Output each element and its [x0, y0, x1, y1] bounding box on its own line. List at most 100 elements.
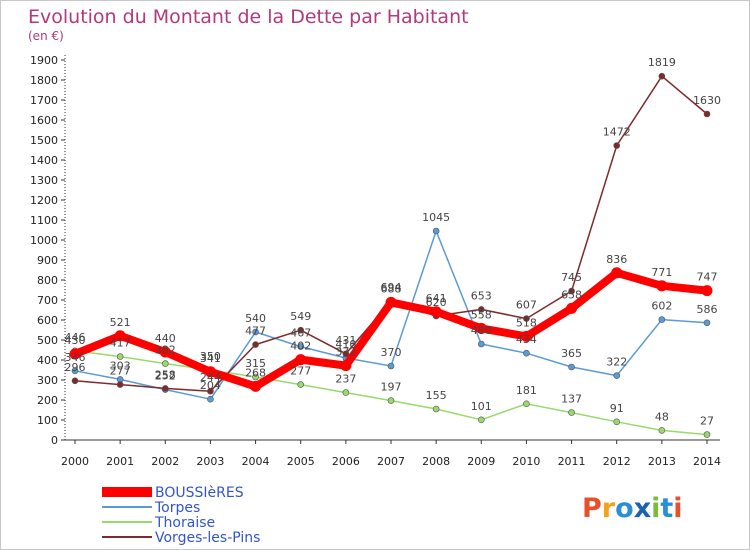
data-point [297, 326, 305, 334]
data-point [114, 330, 126, 342]
data-point [432, 405, 440, 413]
x-tick-label: 2010 [512, 455, 540, 468]
y-tick-label: 1900 [30, 54, 58, 67]
data-point [432, 227, 440, 235]
data-label: 440 [155, 332, 176, 345]
data-label: 277 [110, 365, 131, 378]
data-point [71, 377, 79, 385]
data-point [430, 306, 442, 318]
data-label: 382 [155, 344, 176, 357]
data-point [340, 360, 352, 372]
y-tick-label: 1200 [30, 194, 58, 207]
data-label: 1045 [422, 211, 450, 224]
data-point [568, 287, 575, 295]
data-point [69, 348, 81, 360]
data-point [656, 280, 668, 292]
data-label: 204 [200, 379, 221, 392]
data-label: 296 [65, 361, 86, 374]
data-point [658, 316, 666, 323]
data-label: 303 [110, 359, 131, 372]
data-label: 641 [426, 292, 447, 305]
data-label: 91 [610, 402, 624, 415]
data-label: 620 [426, 296, 447, 309]
data-point [161, 360, 169, 367]
y-tick-label: 1000 [30, 234, 58, 247]
logo-letter: i [651, 493, 660, 524]
data-label: 607 [516, 299, 537, 312]
data-point [475, 322, 487, 334]
logo-letter: P [582, 493, 602, 524]
logo-letter: x [634, 493, 651, 524]
data-label: 431 [335, 334, 356, 347]
data-point [613, 372, 621, 379]
data-label: 258 [155, 368, 176, 381]
logo-letter: t [660, 493, 673, 524]
data-point [250, 380, 262, 392]
x-tick-label: 2009 [467, 455, 495, 468]
legend-label: Vorges-les-Pins [155, 530, 260, 546]
data-point [385, 296, 397, 308]
data-label: 694 [381, 281, 402, 294]
y-tick-label: 1500 [30, 134, 58, 147]
legend-label: Torpes [154, 500, 200, 516]
data-point [297, 343, 305, 350]
data-label: 549 [290, 310, 311, 323]
data-label: 244 [200, 371, 221, 384]
data-label: 518 [516, 316, 537, 329]
data-point [116, 381, 124, 388]
y-tick-label: 1600 [30, 114, 58, 127]
y-tick-label: 400 [37, 354, 58, 367]
data-label: 27 [700, 415, 714, 428]
data-labels: 346 303 252 204 540 467 410 370 1045 480 434 365 322… [65, 56, 722, 427]
x-tick-label: 2005 [287, 455, 315, 468]
logo-letter: i [673, 493, 682, 524]
y-tick-label: 0 [51, 434, 58, 447]
data-label: 322 [606, 356, 627, 369]
data-point [523, 349, 530, 357]
data-point [523, 315, 530, 322]
data-point [204, 366, 216, 378]
data-point [116, 353, 124, 360]
data-label: 410 [335, 338, 356, 351]
data-label: 101 [471, 400, 492, 413]
data-point [252, 373, 259, 381]
data-label: 155 [426, 389, 447, 402]
data-point [297, 381, 305, 388]
data-label: 402 [290, 340, 311, 353]
data-label: 315 [245, 357, 266, 370]
legend-label: Thoraise [154, 515, 215, 531]
data-label: 434 [516, 333, 537, 346]
data-label: 836 [606, 253, 627, 266]
data-label: 521 [110, 316, 131, 329]
data-label: 1472 [603, 126, 631, 139]
data-point [703, 431, 711, 438]
data-point [207, 395, 214, 403]
data-label: 467 [290, 327, 311, 340]
y-tick-label: 1400 [30, 154, 58, 167]
data-point [477, 416, 485, 424]
data-label: 477 [245, 325, 266, 338]
y-tick-label: 1100 [30, 214, 58, 227]
data-point [703, 110, 711, 118]
data-point [658, 427, 666, 434]
axes: 0 100 200 300 400 500 600 700 800 900 1000 1100 1200… [30, 54, 721, 468]
data-point [295, 354, 307, 366]
y-tick-label: 500 [37, 334, 58, 347]
data-label: 771 [651, 266, 672, 279]
y-tick-label: 200 [37, 394, 58, 407]
chart-subtitle: (en €) [28, 29, 64, 43]
logo-letter: o [615, 493, 634, 524]
data-point [161, 385, 169, 392]
data-point [703, 319, 711, 327]
data-point [387, 362, 395, 370]
x-tick-label: 2000 [61, 455, 89, 468]
x-tick-label: 2006 [332, 455, 360, 468]
data-point [252, 341, 259, 348]
data-point [207, 387, 214, 395]
data-label: 197 [381, 381, 402, 394]
data-label: 237 [335, 373, 356, 386]
y-tick-label: 700 [37, 294, 58, 307]
x-tick-label: 2002 [151, 455, 179, 468]
data-point [477, 306, 485, 313]
